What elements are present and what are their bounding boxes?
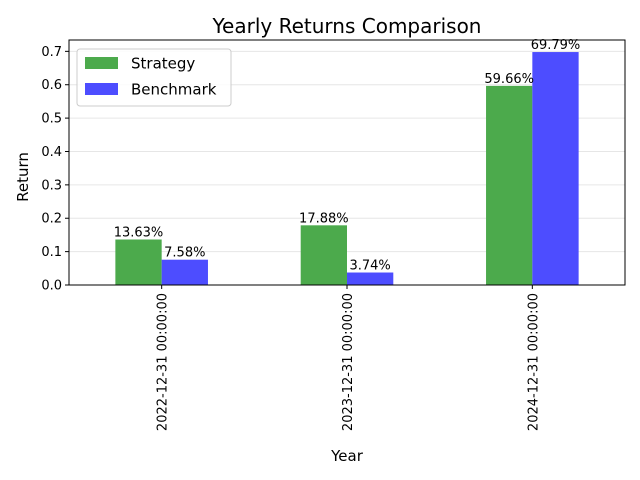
legend: Strategy Benchmark — [76, 48, 232, 107]
legend-swatch-benchmark — [85, 83, 118, 95]
data-labels: 13.63%7.58% 17.88% 3.74% 59.66% 69.79% — [114, 38, 581, 273]
legend-label-benchmark: Benchmark — [131, 81, 217, 99]
legend-label-strategy: Strategy — [131, 55, 195, 73]
y-axis-title: Return — [14, 152, 32, 202]
data-label: 7.58% — [164, 246, 205, 261]
y-tick-label: 0.4 — [41, 145, 62, 160]
y-tick-label: 0.5 — [41, 112, 62, 127]
bar-strategy — [300, 225, 347, 285]
y-tick-label: 0.3 — [41, 178, 62, 193]
x-axis-ticks: 2022-12-31 00:00:00 2023-12-31 00:00:00 20… — [156, 285, 541, 431]
y-tick-label: 0.2 — [41, 212, 62, 227]
y-axis-ticks: 0.0 0.1 0.2 0.3 0.4 0.5 0.6 0.7 — [41, 45, 69, 294]
y-tick-label: 0.1 — [41, 245, 62, 260]
x-tick-label: 2023-12-31 00:00:00 — [341, 293, 356, 431]
bar-benchmark — [161, 259, 208, 285]
y-tick-label: 0.6 — [41, 78, 62, 93]
data-label: 13.63% — [114, 226, 164, 241]
y-tick-label: 0.7 — [41, 45, 62, 60]
chart-title: Yearly Returns Comparison — [212, 14, 482, 38]
data-label: 17.88% — [299, 211, 349, 226]
data-label: 69.79% — [531, 38, 581, 53]
bar-benchmark — [347, 272, 394, 285]
bar-strategy — [115, 239, 162, 285]
x-axis-title: Year — [330, 447, 364, 465]
data-label: 59.66% — [484, 72, 534, 87]
bar-benchmark — [532, 52, 579, 285]
y-tick-label: 0.0 — [41, 279, 62, 294]
data-label: 3.74% — [349, 259, 390, 274]
bars — [115, 52, 579, 285]
bar-strategy — [486, 85, 533, 285]
x-tick-label: 2024-12-31 00:00:00 — [526, 293, 541, 431]
legend-swatch-strategy — [85, 57, 118, 69]
x-tick-label: 2022-12-31 00:00:00 — [156, 293, 171, 431]
